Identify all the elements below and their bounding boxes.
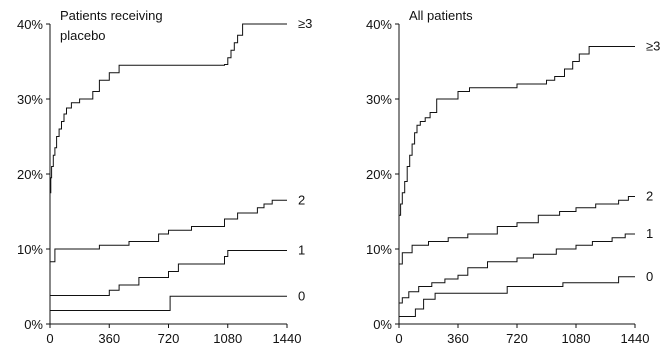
- y-tick-label: 40%: [17, 17, 43, 32]
- x-tick-label: 0: [395, 331, 402, 346]
- y-tick-label: 20%: [17, 167, 43, 182]
- y-tick-label: 40%: [366, 17, 392, 32]
- series-line-0: [50, 295, 287, 311]
- series-label: 1: [646, 226, 653, 241]
- panel-title: All patients: [409, 8, 473, 23]
- series-line-ge3: [399, 46, 635, 216]
- series-line-2: [399, 196, 635, 265]
- x-tick-label: 0: [46, 331, 53, 346]
- series-label: 0: [298, 288, 305, 303]
- series-label: 1: [298, 243, 305, 258]
- x-tick-label: 720: [506, 331, 528, 346]
- series-label: ≥3: [298, 16, 312, 31]
- series-label: 2: [298, 192, 305, 207]
- y-tick-label: 30%: [366, 92, 392, 107]
- x-tick-label: 1080: [213, 331, 242, 346]
- panel-title: Patients receiving placebo: [60, 8, 163, 43]
- series-label: 0: [646, 269, 653, 284]
- series-line-1: [50, 250, 287, 296]
- series-label: 2: [646, 189, 653, 204]
- y-tick-label: 10%: [17, 242, 43, 257]
- right-panel: 0% 10% 20% 30% 40% 0 360 720 1080 1440 All patient…: [366, 8, 660, 346]
- series-line-0: [399, 276, 635, 317]
- x-tick-label: 1440: [621, 331, 650, 346]
- left-panel: 0% 10% 20% 30% 40% 0 360 720 1080 1440 Patients re…: [17, 8, 312, 346]
- y-tick-label: 10%: [366, 242, 392, 257]
- series-line-1: [399, 233, 635, 304]
- y-tick-label: 0%: [373, 317, 392, 332]
- y-tick-label: 30%: [17, 92, 43, 107]
- series-line-2: [50, 199, 287, 263]
- y-tick-label: 20%: [366, 167, 392, 182]
- series-line-ge3: [50, 23, 287, 194]
- x-tick-label: 360: [98, 331, 120, 346]
- x-tick-label: 720: [158, 331, 180, 346]
- x-tick-label: 360: [447, 331, 469, 346]
- x-tick-label: 1080: [562, 331, 591, 346]
- series-label: ≥3: [646, 39, 660, 54]
- y-tick-label: 0%: [24, 317, 43, 332]
- x-tick-label: 1440: [273, 331, 302, 346]
